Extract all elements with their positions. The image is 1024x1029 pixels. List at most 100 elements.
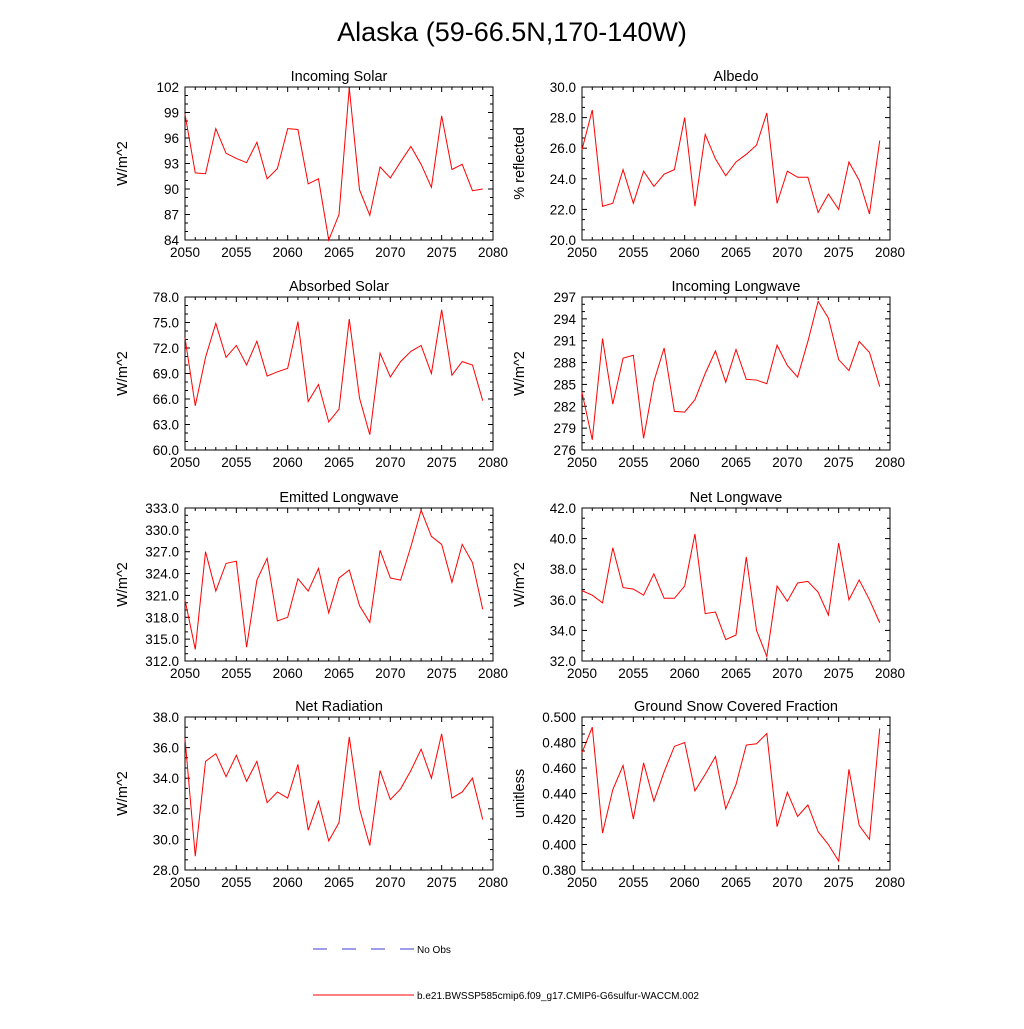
x-tick-label: 2080: [478, 666, 508, 681]
data-point: [482, 188, 483, 189]
x-tick-label: 2080: [478, 245, 508, 260]
x-tick-label: 2050: [170, 455, 200, 470]
x-tick-label: 2050: [170, 875, 200, 890]
data-point: [379, 770, 380, 771]
data-point: [338, 822, 339, 823]
y-tick-label: 315.0: [145, 632, 179, 647]
x-tick-label: 2080: [478, 455, 508, 470]
y-tick-label: 34.0: [153, 771, 179, 786]
data-point: [592, 595, 593, 596]
data-point: [581, 149, 582, 150]
data-point: [674, 169, 675, 170]
y-tick-label: 84: [164, 233, 180, 248]
x-tick-label: 2060: [670, 875, 700, 890]
data-point: [318, 568, 319, 569]
data-point: [694, 790, 695, 791]
data-point: [807, 581, 808, 582]
data-point: [674, 746, 675, 747]
data-point: [184, 337, 185, 338]
data-point: [451, 169, 452, 170]
series-line: [581, 727, 881, 863]
y-tick-label: 69.0: [153, 367, 179, 382]
data-point: [756, 145, 757, 146]
data-point: [256, 761, 257, 762]
y-tick-label: 327.0: [145, 545, 179, 560]
data-point: [633, 818, 634, 819]
data-point: [246, 781, 247, 782]
data-point: [390, 799, 391, 800]
data-point: [308, 401, 309, 402]
data-point: [441, 733, 442, 734]
data-point: [715, 611, 716, 612]
data-point: [766, 383, 767, 384]
x-tick-label: 2065: [721, 666, 751, 681]
x-tick-label: 2080: [875, 455, 905, 470]
panel-title: Net Radiation: [295, 699, 383, 715]
data-point: [859, 180, 860, 181]
data-point: [746, 556, 747, 557]
data-point: [828, 615, 829, 616]
y-tick-label: 294: [553, 312, 576, 327]
data-point: [349, 736, 350, 737]
data-point: [410, 546, 411, 547]
data-point: [349, 87, 350, 88]
y-tick-label: 321.0: [145, 588, 179, 603]
series-line: [581, 300, 881, 440]
data-point: [400, 788, 401, 789]
data-point: [308, 590, 309, 591]
data-point: [195, 649, 196, 650]
data-point: [643, 762, 644, 763]
data-point: [674, 411, 675, 412]
x-tick-label: 2060: [273, 245, 303, 260]
data-point: [766, 656, 767, 657]
data-point: [797, 582, 798, 583]
panel-1: Incoming Solar 2050 2055 2060 2065 2070 2075 20…: [115, 69, 508, 260]
data-point: [776, 585, 777, 586]
data-point: [592, 439, 593, 440]
data-point: [653, 801, 654, 802]
series-line: [581, 533, 881, 659]
x-tick-label: 2055: [221, 455, 251, 470]
data-point: [205, 551, 206, 552]
data-point: [859, 825, 860, 826]
data-point: [277, 620, 278, 621]
data-point: [787, 365, 788, 366]
data-point: [715, 158, 716, 159]
y-tick-label: 72.0: [153, 341, 179, 356]
y-tick-label: 30.0: [153, 832, 179, 847]
data-point: [766, 112, 767, 113]
y-tick-label: 75.0: [153, 316, 179, 331]
y-axis-label: % reflected: [512, 127, 528, 200]
data-point: [602, 832, 603, 833]
data-point: [828, 318, 829, 319]
y-tick-label: 288: [553, 356, 576, 371]
data-point: [797, 377, 798, 378]
y-tick-label: 34.0: [550, 623, 576, 638]
series-line: [184, 309, 484, 435]
data-point: [390, 177, 391, 178]
data-point: [818, 212, 819, 213]
y-tick-label: 330.0: [145, 523, 179, 538]
data-point: [653, 573, 654, 574]
data-point: [807, 341, 808, 342]
data-point: [859, 579, 860, 580]
data-point: [462, 164, 463, 165]
x-tick-label: 2050: [170, 245, 200, 260]
data-point: [612, 547, 613, 548]
data-point: [267, 558, 268, 559]
data-point: [756, 743, 757, 744]
data-point: [225, 357, 226, 358]
data-point: [653, 381, 654, 382]
x-tick-label: 2050: [567, 455, 597, 470]
data-point: [225, 153, 226, 154]
data-point: [195, 405, 196, 406]
x-tick-label: 2075: [824, 875, 854, 890]
data-point: [184, 114, 185, 115]
y-tick-label: 285: [553, 377, 576, 392]
data-point: [879, 728, 880, 729]
panel-3: Absorbed Solar 2050 2055 2060 2065 2070 2075 20…: [115, 279, 508, 470]
data-point: [184, 599, 185, 600]
data-point: [246, 647, 247, 648]
data-point: [400, 161, 401, 162]
